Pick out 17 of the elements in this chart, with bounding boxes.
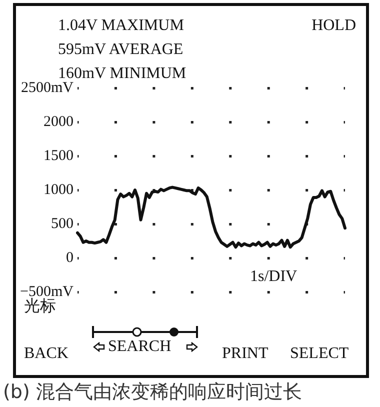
y-tick-label: 2000: [43, 114, 74, 130]
text: BACK: [24, 345, 68, 363]
text: 160mV MINIMUM: [58, 65, 186, 82]
y-tick-label: 1000: [43, 182, 74, 198]
text: 1.04V MAXIMUM: [58, 17, 184, 35]
text: SELECT: [290, 345, 349, 363]
text: PRINT: [222, 345, 268, 363]
text: 595mV AVERAGE: [58, 41, 184, 59]
y-tick-label: 500: [50, 216, 74, 232]
annotation: 1s/DIV: [250, 268, 298, 286]
text: HOLD: [312, 17, 356, 35]
text: SEARCH: [108, 338, 172, 356]
y-tick-label: 0: [66, 250, 74, 266]
y-tick-label: 1500: [43, 148, 74, 164]
text: (b) 混合气由浓变稀的响应时间过长: [3, 380, 302, 404]
y-tick-label: 2500mV: [20, 80, 74, 96]
text: 光标: [24, 298, 56, 316]
